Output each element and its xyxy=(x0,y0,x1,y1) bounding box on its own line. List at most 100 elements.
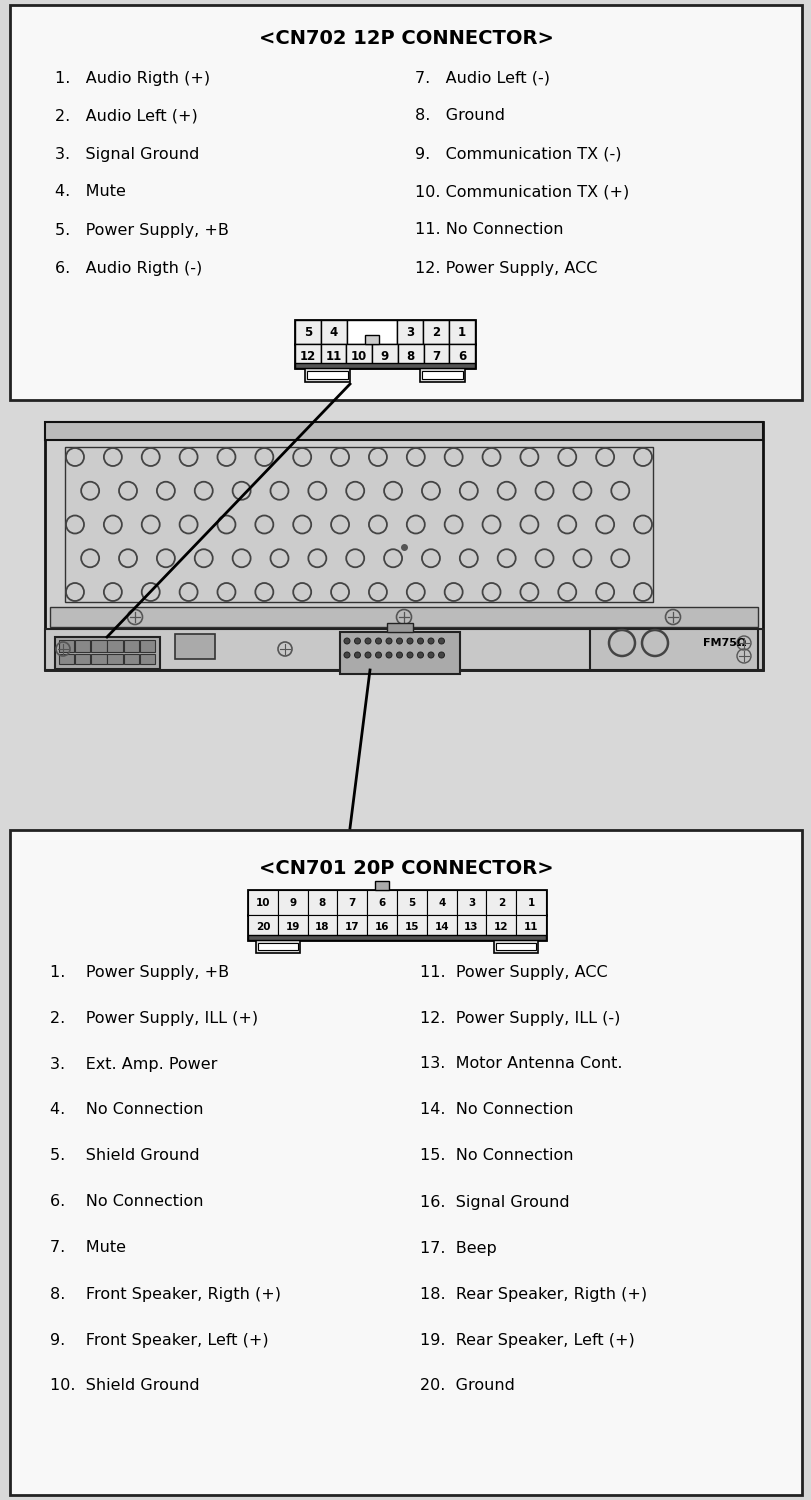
Bar xyxy=(397,344,423,368)
Text: 1.   Audio Rigth (+): 1. Audio Rigth (+) xyxy=(55,70,210,86)
Bar xyxy=(294,363,474,368)
Bar xyxy=(255,940,299,952)
Text: 15.  No Connection: 15. No Connection xyxy=(419,1149,573,1164)
Text: 9: 9 xyxy=(380,350,388,363)
Circle shape xyxy=(375,652,381,658)
Text: 20.  Ground: 20. Ground xyxy=(419,1378,514,1394)
Text: 4: 4 xyxy=(437,897,445,908)
Bar xyxy=(75,654,90,664)
Text: 12: 12 xyxy=(299,350,315,363)
Bar xyxy=(423,320,448,344)
Bar xyxy=(107,640,122,652)
Bar xyxy=(337,915,367,940)
Text: 13.  Motor Antenna Cont.: 13. Motor Antenna Cont. xyxy=(419,1056,622,1071)
Bar xyxy=(307,890,337,915)
Bar xyxy=(375,880,388,890)
Text: 10.  Shield Ground: 10. Shield Ground xyxy=(50,1378,200,1394)
Text: 2.   Audio Left (+): 2. Audio Left (+) xyxy=(55,108,198,123)
Bar xyxy=(320,344,346,368)
Bar xyxy=(486,890,516,915)
Text: 10. Communication TX (+): 10. Communication TX (+) xyxy=(414,184,629,200)
Circle shape xyxy=(375,638,381,644)
Bar xyxy=(139,654,155,664)
Text: 14.  No Connection: 14. No Connection xyxy=(419,1102,573,1118)
Text: 7.   Audio Left (-): 7. Audio Left (-) xyxy=(414,70,549,86)
Circle shape xyxy=(438,652,444,658)
Text: 8: 8 xyxy=(406,350,414,363)
Text: 5.   Power Supply, +B: 5. Power Supply, +B xyxy=(55,222,229,237)
Text: 20: 20 xyxy=(255,922,270,933)
Text: 3: 3 xyxy=(406,326,414,339)
Text: 18: 18 xyxy=(315,922,329,933)
Text: 16.  Signal Ground: 16. Signal Ground xyxy=(419,1194,569,1209)
Text: FM75Ω: FM75Ω xyxy=(702,638,745,648)
Bar xyxy=(496,944,535,950)
Text: 11: 11 xyxy=(325,350,341,363)
Text: 16: 16 xyxy=(375,922,388,933)
Bar xyxy=(305,368,350,382)
Text: 12. Power Supply, ACC: 12. Power Supply, ACC xyxy=(414,261,597,276)
Bar xyxy=(45,422,762,670)
Text: 9: 9 xyxy=(289,897,296,908)
Text: 10: 10 xyxy=(255,897,270,908)
Bar xyxy=(45,422,762,440)
Bar xyxy=(590,628,757,670)
Bar xyxy=(307,915,337,940)
Text: 2: 2 xyxy=(497,897,504,908)
Bar xyxy=(427,915,456,940)
Bar xyxy=(423,344,448,368)
Text: 6: 6 xyxy=(378,897,385,908)
Bar xyxy=(10,830,801,1496)
Circle shape xyxy=(344,638,350,644)
Bar xyxy=(397,915,427,940)
Bar xyxy=(419,368,465,382)
Text: 3.    Ext. Amp. Power: 3. Ext. Amp. Power xyxy=(50,1056,217,1071)
Circle shape xyxy=(354,638,360,644)
Text: 19: 19 xyxy=(285,922,299,933)
Text: 6: 6 xyxy=(457,350,466,363)
Text: 7: 7 xyxy=(348,897,355,908)
Text: 10: 10 xyxy=(350,350,367,363)
Text: 3.   Signal Ground: 3. Signal Ground xyxy=(55,147,200,162)
Bar xyxy=(277,915,307,940)
Circle shape xyxy=(365,638,371,644)
Circle shape xyxy=(427,652,433,658)
Text: 8.    Front Speaker, Rigth (+): 8. Front Speaker, Rigth (+) xyxy=(50,1287,281,1302)
Circle shape xyxy=(354,652,360,658)
Text: <CN702 12P CONNECTOR>: <CN702 12P CONNECTOR> xyxy=(258,28,553,48)
Bar xyxy=(422,370,462,380)
Text: 8: 8 xyxy=(319,897,326,908)
Bar xyxy=(365,334,379,344)
Bar xyxy=(456,890,486,915)
Text: 4.   Mute: 4. Mute xyxy=(55,184,126,200)
Text: 15: 15 xyxy=(404,922,418,933)
Bar xyxy=(307,370,348,380)
Bar xyxy=(397,890,427,915)
Bar xyxy=(448,320,474,344)
Circle shape xyxy=(417,652,423,658)
Bar xyxy=(346,344,371,368)
Bar xyxy=(516,890,545,915)
Bar xyxy=(456,915,486,940)
Text: 5.    Shield Ground: 5. Shield Ground xyxy=(50,1149,200,1164)
Bar xyxy=(320,320,346,344)
Bar xyxy=(91,640,106,652)
Text: 9.    Front Speaker, Left (+): 9. Front Speaker, Left (+) xyxy=(50,1332,268,1347)
Circle shape xyxy=(427,638,433,644)
Bar xyxy=(55,638,160,669)
Text: 7.    Mute: 7. Mute xyxy=(50,1240,126,1256)
Text: 1: 1 xyxy=(457,326,466,339)
Bar xyxy=(123,640,139,652)
Bar xyxy=(247,915,277,940)
Bar xyxy=(258,944,298,950)
Bar xyxy=(247,890,545,940)
Bar xyxy=(448,344,474,368)
Bar xyxy=(107,654,122,664)
Text: 14: 14 xyxy=(434,922,448,933)
Bar xyxy=(337,890,367,915)
Bar xyxy=(367,890,397,915)
Text: 4.    No Connection: 4. No Connection xyxy=(50,1102,204,1118)
Circle shape xyxy=(365,652,371,658)
Text: 11: 11 xyxy=(523,922,538,933)
Bar xyxy=(247,890,277,915)
